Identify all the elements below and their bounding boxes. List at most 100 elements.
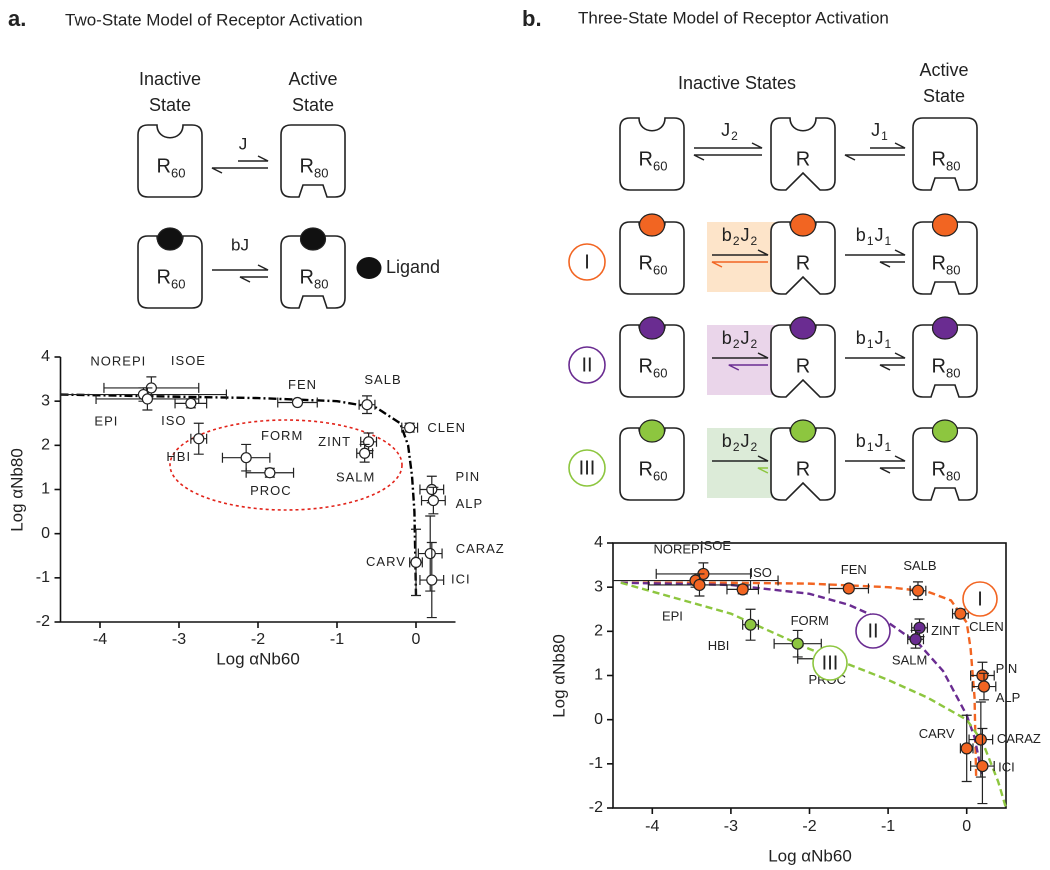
ligand [356, 257, 382, 279]
arrow [694, 142, 763, 149]
y-axis-title: Log αNb80 [7, 448, 26, 532]
point-label: CARAZ [456, 541, 505, 556]
rate-label: bJ [231, 235, 249, 254]
data-point [976, 759, 989, 773]
receptor-label: R [639, 458, 653, 480]
numeral: II [581, 354, 592, 376]
rate-label: J [875, 225, 884, 245]
y-tick-label: 0 [594, 711, 603, 728]
ligand [638, 316, 666, 340]
fit-curve [620, 581, 1008, 809]
rate-subscript: 2 [751, 234, 758, 248]
series-name: I [977, 588, 983, 610]
y-tick-label: -2 [36, 613, 50, 630]
x-tick-label: -2 [802, 818, 816, 835]
data-point [909, 633, 922, 646]
state-label: Inactive States [678, 73, 796, 93]
point-label: PIN [455, 469, 480, 484]
highlight [707, 325, 775, 395]
legend-label: Ligand [386, 257, 440, 277]
point-label: ISOE [700, 538, 731, 553]
series-name: II [867, 620, 878, 642]
rate-label: b [722, 225, 732, 245]
point-label: FEN [288, 377, 317, 392]
y-tick-label: 3 [41, 392, 50, 409]
arrow [728, 364, 768, 371]
panel-title: Two-State Model of Receptor Activation [65, 10, 363, 29]
data-point [264, 467, 276, 479]
point-label: ICI [998, 759, 1015, 774]
x-tick-label: -1 [330, 631, 344, 648]
point-label: HBI [708, 638, 730, 653]
point-label: ZINT [318, 434, 351, 449]
series-badge [962, 581, 998, 617]
receptor-label: R [932, 252, 946, 274]
receptor-label: R [639, 148, 653, 170]
state-label: State [923, 86, 965, 106]
data-point [193, 433, 205, 445]
arrow [693, 154, 762, 161]
point-label: SALM [336, 470, 375, 485]
arrow [845, 455, 906, 462]
data-point [240, 452, 252, 464]
data-point [842, 582, 855, 595]
point-label: HBI [166, 449, 191, 464]
receptor-subscript: 60 [653, 158, 667, 173]
receptor-subscript: 80 [314, 276, 328, 291]
point-label: NOREPI [653, 541, 703, 556]
rate-subscript: 2 [751, 440, 758, 454]
receptor-label: R [796, 458, 810, 480]
rate-label: J [871, 120, 880, 140]
data-point [291, 396, 304, 409]
highlight [707, 428, 775, 498]
x-tick-label: 0 [412, 631, 421, 648]
receptor [137, 124, 203, 198]
x-tick-label: 0 [962, 818, 971, 835]
rate-label: b [722, 328, 732, 348]
receptor [280, 124, 346, 198]
point-label: SALM [892, 653, 927, 668]
point-label: CARAZ [997, 731, 1041, 746]
x-tick-label: -4 [93, 631, 107, 648]
rate-label: J [239, 134, 248, 153]
rate-subscript: 2 [733, 337, 740, 351]
arrow [879, 261, 905, 268]
data-point [185, 397, 197, 409]
y-tick-label: -1 [36, 569, 50, 586]
ligand [789, 419, 817, 443]
receptor-subscript: 60 [653, 468, 667, 483]
state-label: Active [288, 69, 337, 89]
arrow [757, 467, 769, 474]
rate-subscript: 1 [881, 129, 888, 143]
data-point [974, 733, 987, 746]
y-tick-label: 1 [594, 667, 603, 684]
y-tick-label: -1 [589, 755, 603, 772]
y-tick-label: 4 [594, 534, 603, 551]
receptor-subscript: 60 [653, 365, 667, 380]
point-label: PIN [996, 661, 1018, 676]
rate-label: J [741, 328, 750, 348]
receptor-label: R [300, 155, 314, 177]
receptor [280, 235, 346, 309]
numeral: III [579, 457, 596, 479]
arrow [845, 249, 906, 256]
data-point [361, 399, 373, 411]
receptor-label: R [796, 252, 810, 274]
rate-subscript: 2 [733, 234, 740, 248]
ligand [638, 419, 666, 443]
state-label: Inactive [139, 69, 201, 89]
numeral-circle [568, 346, 606, 384]
arrow [711, 261, 768, 268]
receptor-subscript: 80 [946, 468, 960, 483]
y-axis-title: Log αNb80 [549, 634, 568, 718]
x-tick-label: -2 [251, 631, 265, 648]
receptor [912, 324, 978, 398]
highlight-ellipse [169, 419, 403, 511]
ligand [789, 213, 817, 237]
receptor [912, 221, 978, 295]
state-label: State [292, 95, 334, 115]
data-point [960, 742, 973, 755]
receptor-subscript: 80 [946, 365, 960, 380]
fit-curve [60, 393, 418, 596]
x-axis-title: Log αNb60 [768, 846, 852, 865]
